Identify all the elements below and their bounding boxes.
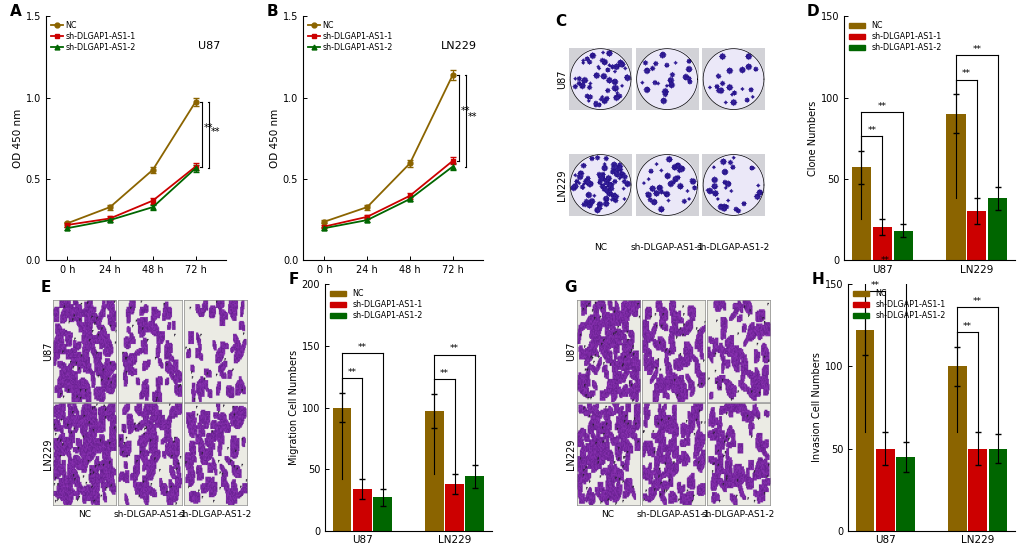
Text: **: ** (972, 297, 981, 306)
Text: **: ** (961, 69, 970, 78)
Bar (444, 484, 464, 531)
Text: U87: U87 (566, 341, 576, 360)
Text: sh-DLGAP-AS1-2: sh-DLGAP-AS1-2 (701, 510, 774, 519)
Bar (353, 489, 371, 531)
Text: **: ** (461, 106, 470, 117)
Text: H: H (811, 272, 823, 287)
Bar (967, 449, 986, 531)
Text: **: ** (971, 45, 980, 54)
Bar (987, 449, 1007, 531)
Y-axis label: Clone Numbers: Clone Numbers (807, 101, 817, 176)
Text: E: E (41, 280, 51, 295)
Text: **: ** (211, 126, 220, 137)
Text: sh-DLGAP-AS1-2: sh-DLGAP-AS1-2 (696, 243, 769, 252)
Text: LN229: LN229 (566, 439, 576, 470)
Bar (966, 211, 985, 260)
Text: **: ** (870, 281, 879, 290)
Text: NC: NC (78, 510, 92, 519)
Text: C: C (554, 14, 566, 28)
Text: **: ** (204, 123, 213, 132)
Y-axis label: Invasion Cell Numbers: Invasion Cell Numbers (811, 353, 821, 462)
Y-axis label: Migration Cell Numbers: Migration Cell Numbers (288, 350, 299, 465)
Text: U87: U87 (556, 69, 567, 89)
Text: **: ** (439, 369, 448, 378)
Text: **: ** (347, 368, 357, 377)
Text: NC: NC (601, 510, 614, 519)
Bar (987, 198, 1006, 260)
Legend: NC, sh-DLGAP1-AS1-1, sh-DLGAP1-AS1-2: NC, sh-DLGAP1-AS1-1, sh-DLGAP1-AS1-2 (307, 20, 393, 53)
Bar (332, 408, 351, 531)
Bar (896, 457, 914, 531)
Text: **: ** (880, 256, 889, 265)
Y-axis label: OD 450 nm: OD 450 nm (270, 108, 279, 168)
Bar (893, 231, 912, 260)
Text: U87: U87 (198, 40, 220, 51)
Text: LN229: LN229 (441, 40, 477, 51)
Text: A: A (10, 4, 21, 19)
Bar (872, 228, 891, 260)
Text: **: ** (962, 322, 971, 331)
Text: sh-DLGAP-AS1-1: sh-DLGAP-AS1-1 (636, 510, 709, 519)
Text: U87: U87 (43, 341, 53, 360)
Text: NC: NC (593, 243, 606, 252)
Text: sh-DLGAP-AS1-2: sh-DLGAP-AS1-2 (178, 510, 252, 519)
Text: **: ** (866, 126, 875, 135)
Bar (465, 476, 484, 531)
Bar (425, 411, 443, 531)
Text: sh-DLGAP-AS1-1: sh-DLGAP-AS1-1 (630, 243, 703, 252)
Legend: NC, sh-DLGAP1-AS1-1, sh-DLGAP1-AS1-2: NC, sh-DLGAP1-AS1-1, sh-DLGAP1-AS1-2 (50, 20, 137, 53)
Text: **: ** (358, 343, 367, 352)
Text: **: ** (877, 102, 886, 111)
Text: G: G (564, 280, 576, 295)
Text: F: F (288, 272, 299, 287)
Bar (947, 366, 966, 531)
Text: **: ** (449, 345, 459, 353)
Legend: NC, sh-DLGAP1-AS1-1, sh-DLGAP1-AS1-2: NC, sh-DLGAP1-AS1-1, sh-DLGAP1-AS1-2 (329, 288, 423, 321)
Bar (855, 330, 873, 531)
Legend: NC, sh-DLGAP1-AS1-1, sh-DLGAP1-AS1-2: NC, sh-DLGAP1-AS1-1, sh-DLGAP1-AS1-2 (852, 288, 946, 321)
Bar (946, 114, 965, 260)
Text: LN229: LN229 (556, 169, 567, 201)
Text: B: B (267, 4, 278, 19)
Bar (851, 167, 870, 260)
Bar (875, 449, 894, 531)
Y-axis label: OD 450 nm: OD 450 nm (13, 108, 22, 168)
Bar (373, 497, 391, 531)
Text: LN229: LN229 (43, 439, 53, 470)
Text: sh-DLGAP-AS1-1: sh-DLGAP-AS1-1 (113, 510, 186, 519)
Text: D: D (806, 4, 818, 19)
Legend: NC, sh-DLGAP1-AS1-1, sh-DLGAP1-AS1-2: NC, sh-DLGAP1-AS1-1, sh-DLGAP1-AS1-2 (848, 20, 942, 53)
Text: **: ** (468, 113, 477, 123)
